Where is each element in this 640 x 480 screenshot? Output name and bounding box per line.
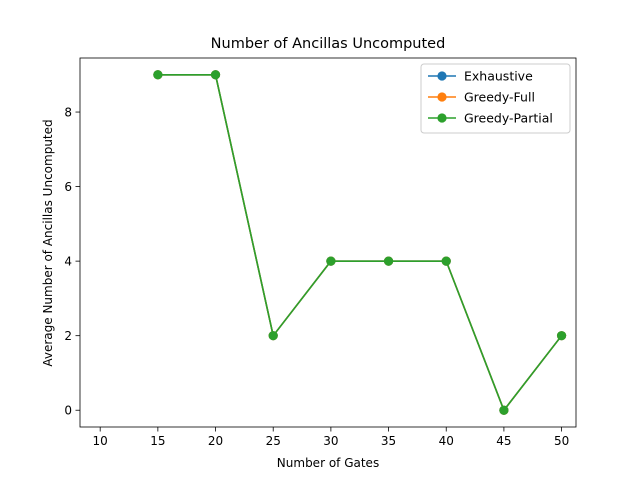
plot-area: 10 15 20 25 30 35 40 45 50 0 2 4 6 8: [64, 57, 577, 448]
data-point-series-2: [499, 405, 509, 415]
x-tick-label: 35: [381, 434, 396, 448]
y-tick-label: 6: [64, 180, 72, 194]
x-tick-label: 50: [554, 434, 569, 448]
y-axis-title: Average Number of Ancillas Uncomputed: [41, 119, 55, 366]
data-point-series-2: [441, 256, 451, 266]
legend-marker-0: [437, 71, 447, 81]
data-point-series-2: [556, 331, 567, 341]
data-point-series-2: [326, 256, 336, 266]
legend-marker-2: [437, 113, 447, 123]
legend: Exhaustive Greedy-Full Greedy-Partial: [420, 63, 571, 134]
series-line-2: [157, 73, 563, 412]
data-point-series-2: [153, 70, 163, 80]
x-tick-label: 20: [208, 434, 223, 448]
data-point-series-2: [210, 70, 221, 80]
x-tick-label: 15: [150, 434, 165, 448]
y-tick-label: 2: [64, 329, 72, 343]
y-tick-label: 8: [64, 106, 72, 120]
data-point-series-2: [383, 256, 394, 266]
legend-label-2: Greedy-Partial: [464, 111, 553, 126]
x-tick-label: 10: [93, 434, 108, 448]
plot-frame: [79, 57, 577, 428]
chart-title: Number of Ancillas Uncomputed: [211, 36, 446, 52]
x-axis-title: Number of Gates: [277, 456, 379, 470]
y-tick-label: 4: [64, 255, 72, 269]
legend-box: [420, 63, 571, 134]
legend-label-1: Greedy-Full: [464, 90, 535, 105]
x-tick-label: 30: [323, 434, 338, 448]
x-tick-label: 45: [496, 434, 511, 448]
y-tick-label: 0: [64, 404, 72, 418]
legend-marker-1: [437, 92, 447, 102]
data-point-series-2: [268, 331, 278, 341]
x-tick-label: 40: [439, 434, 454, 448]
x-tick-label: 25: [266, 434, 281, 448]
legend-label-0: Exhaustive: [464, 69, 533, 84]
